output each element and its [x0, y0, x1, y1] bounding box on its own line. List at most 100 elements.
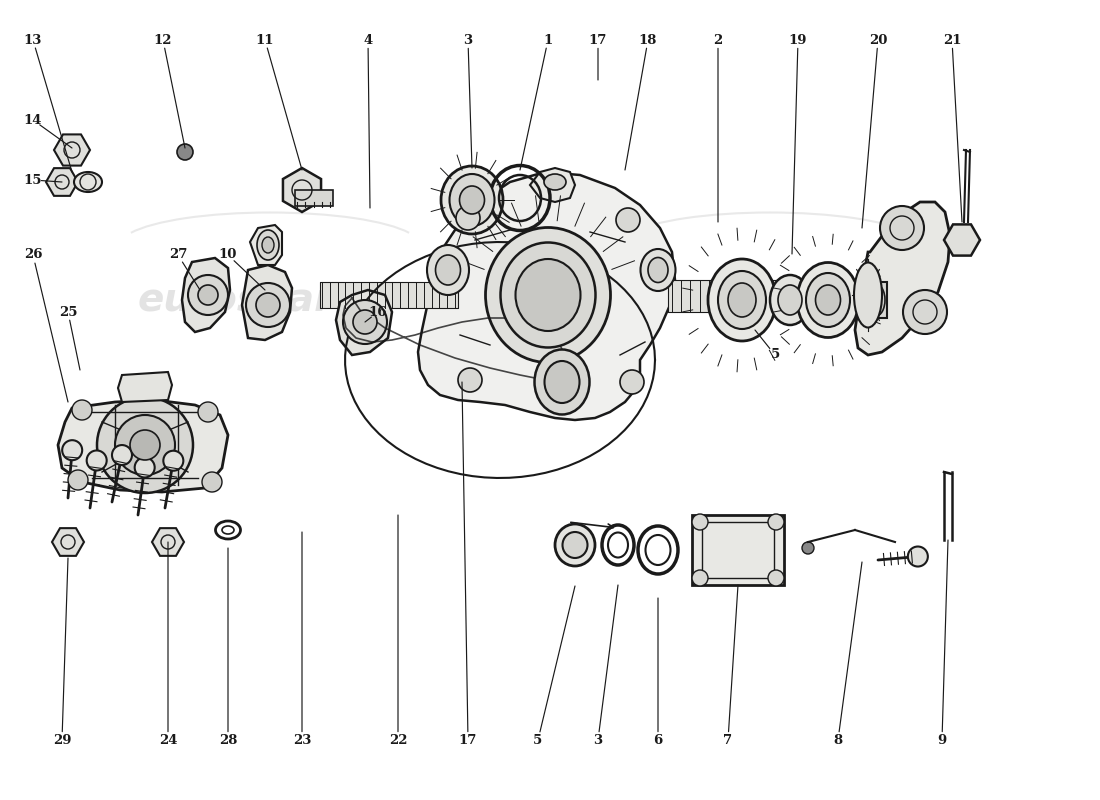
- Text: 2: 2: [714, 34, 723, 46]
- Text: 27: 27: [168, 249, 187, 262]
- Text: 17: 17: [588, 34, 607, 46]
- Circle shape: [908, 546, 927, 566]
- Ellipse shape: [867, 284, 886, 316]
- Bar: [692, 515, 784, 585]
- Ellipse shape: [544, 174, 566, 190]
- Circle shape: [458, 368, 482, 392]
- Text: 16: 16: [368, 306, 387, 318]
- Circle shape: [202, 472, 222, 492]
- Circle shape: [246, 283, 290, 327]
- Ellipse shape: [806, 273, 850, 327]
- Text: 4: 4: [363, 34, 373, 46]
- Circle shape: [456, 206, 480, 230]
- Polygon shape: [283, 168, 321, 212]
- Circle shape: [188, 275, 228, 315]
- Ellipse shape: [500, 242, 595, 347]
- Ellipse shape: [427, 245, 469, 295]
- Bar: [295, 190, 333, 206]
- Ellipse shape: [562, 532, 587, 558]
- Circle shape: [616, 208, 640, 232]
- Circle shape: [68, 470, 88, 490]
- Circle shape: [134, 458, 155, 478]
- Circle shape: [97, 397, 192, 493]
- Text: 5: 5: [534, 734, 542, 746]
- Circle shape: [63, 440, 82, 460]
- Text: 11: 11: [255, 34, 274, 46]
- Text: 3: 3: [593, 734, 603, 746]
- Text: 15: 15: [24, 174, 42, 186]
- Circle shape: [112, 445, 132, 465]
- Bar: [702, 522, 774, 578]
- Circle shape: [343, 300, 387, 344]
- Text: 1: 1: [543, 34, 552, 46]
- Circle shape: [620, 370, 644, 394]
- Ellipse shape: [640, 249, 675, 291]
- Polygon shape: [530, 168, 575, 202]
- Circle shape: [692, 514, 708, 530]
- Text: eurospares: eurospares: [637, 281, 883, 319]
- Ellipse shape: [535, 350, 590, 414]
- Text: eurospares: eurospares: [138, 281, 383, 319]
- Ellipse shape: [708, 259, 775, 341]
- Circle shape: [692, 570, 708, 586]
- Ellipse shape: [450, 174, 495, 226]
- Circle shape: [163, 450, 184, 470]
- Polygon shape: [54, 134, 90, 166]
- Text: 13: 13: [24, 34, 42, 46]
- Text: 9: 9: [937, 734, 947, 746]
- Text: 19: 19: [789, 34, 807, 46]
- Circle shape: [198, 285, 218, 305]
- Circle shape: [198, 402, 218, 422]
- Text: 26: 26: [24, 249, 42, 262]
- Text: 5: 5: [770, 349, 780, 362]
- Text: 10: 10: [219, 249, 238, 262]
- Ellipse shape: [778, 285, 802, 315]
- Ellipse shape: [257, 230, 279, 260]
- Ellipse shape: [798, 262, 859, 338]
- Polygon shape: [52, 528, 84, 556]
- Text: 6: 6: [653, 734, 662, 746]
- Text: 18: 18: [639, 34, 657, 46]
- Ellipse shape: [728, 283, 756, 317]
- Circle shape: [256, 293, 280, 317]
- Text: 29: 29: [53, 734, 72, 746]
- Ellipse shape: [949, 226, 975, 254]
- Text: 22: 22: [388, 734, 407, 746]
- Circle shape: [177, 144, 192, 160]
- Polygon shape: [118, 372, 172, 402]
- Circle shape: [72, 400, 92, 420]
- Polygon shape: [944, 225, 980, 255]
- Ellipse shape: [262, 237, 274, 253]
- Polygon shape: [336, 290, 392, 355]
- Text: 14: 14: [24, 114, 42, 126]
- Ellipse shape: [436, 255, 461, 285]
- Ellipse shape: [648, 258, 668, 282]
- Bar: [865, 282, 887, 318]
- Text: 3: 3: [463, 34, 473, 46]
- Text: 8: 8: [834, 734, 843, 746]
- Text: 7: 7: [724, 734, 733, 746]
- Polygon shape: [58, 400, 228, 492]
- Text: 12: 12: [154, 34, 173, 46]
- Circle shape: [880, 206, 924, 250]
- Ellipse shape: [441, 166, 503, 234]
- Ellipse shape: [718, 271, 766, 329]
- Circle shape: [768, 570, 784, 586]
- Ellipse shape: [770, 275, 810, 325]
- Text: 17: 17: [459, 734, 477, 746]
- Text: 24: 24: [158, 734, 177, 746]
- Circle shape: [768, 514, 784, 530]
- Ellipse shape: [815, 285, 840, 315]
- Circle shape: [903, 290, 947, 334]
- Circle shape: [87, 450, 107, 470]
- Ellipse shape: [74, 172, 102, 192]
- Ellipse shape: [556, 524, 595, 566]
- Polygon shape: [182, 258, 230, 332]
- Text: 21: 21: [943, 34, 961, 46]
- Circle shape: [130, 430, 159, 460]
- Ellipse shape: [460, 186, 484, 214]
- Polygon shape: [152, 528, 184, 556]
- Ellipse shape: [544, 361, 580, 403]
- Circle shape: [353, 310, 377, 334]
- Text: 20: 20: [869, 34, 888, 46]
